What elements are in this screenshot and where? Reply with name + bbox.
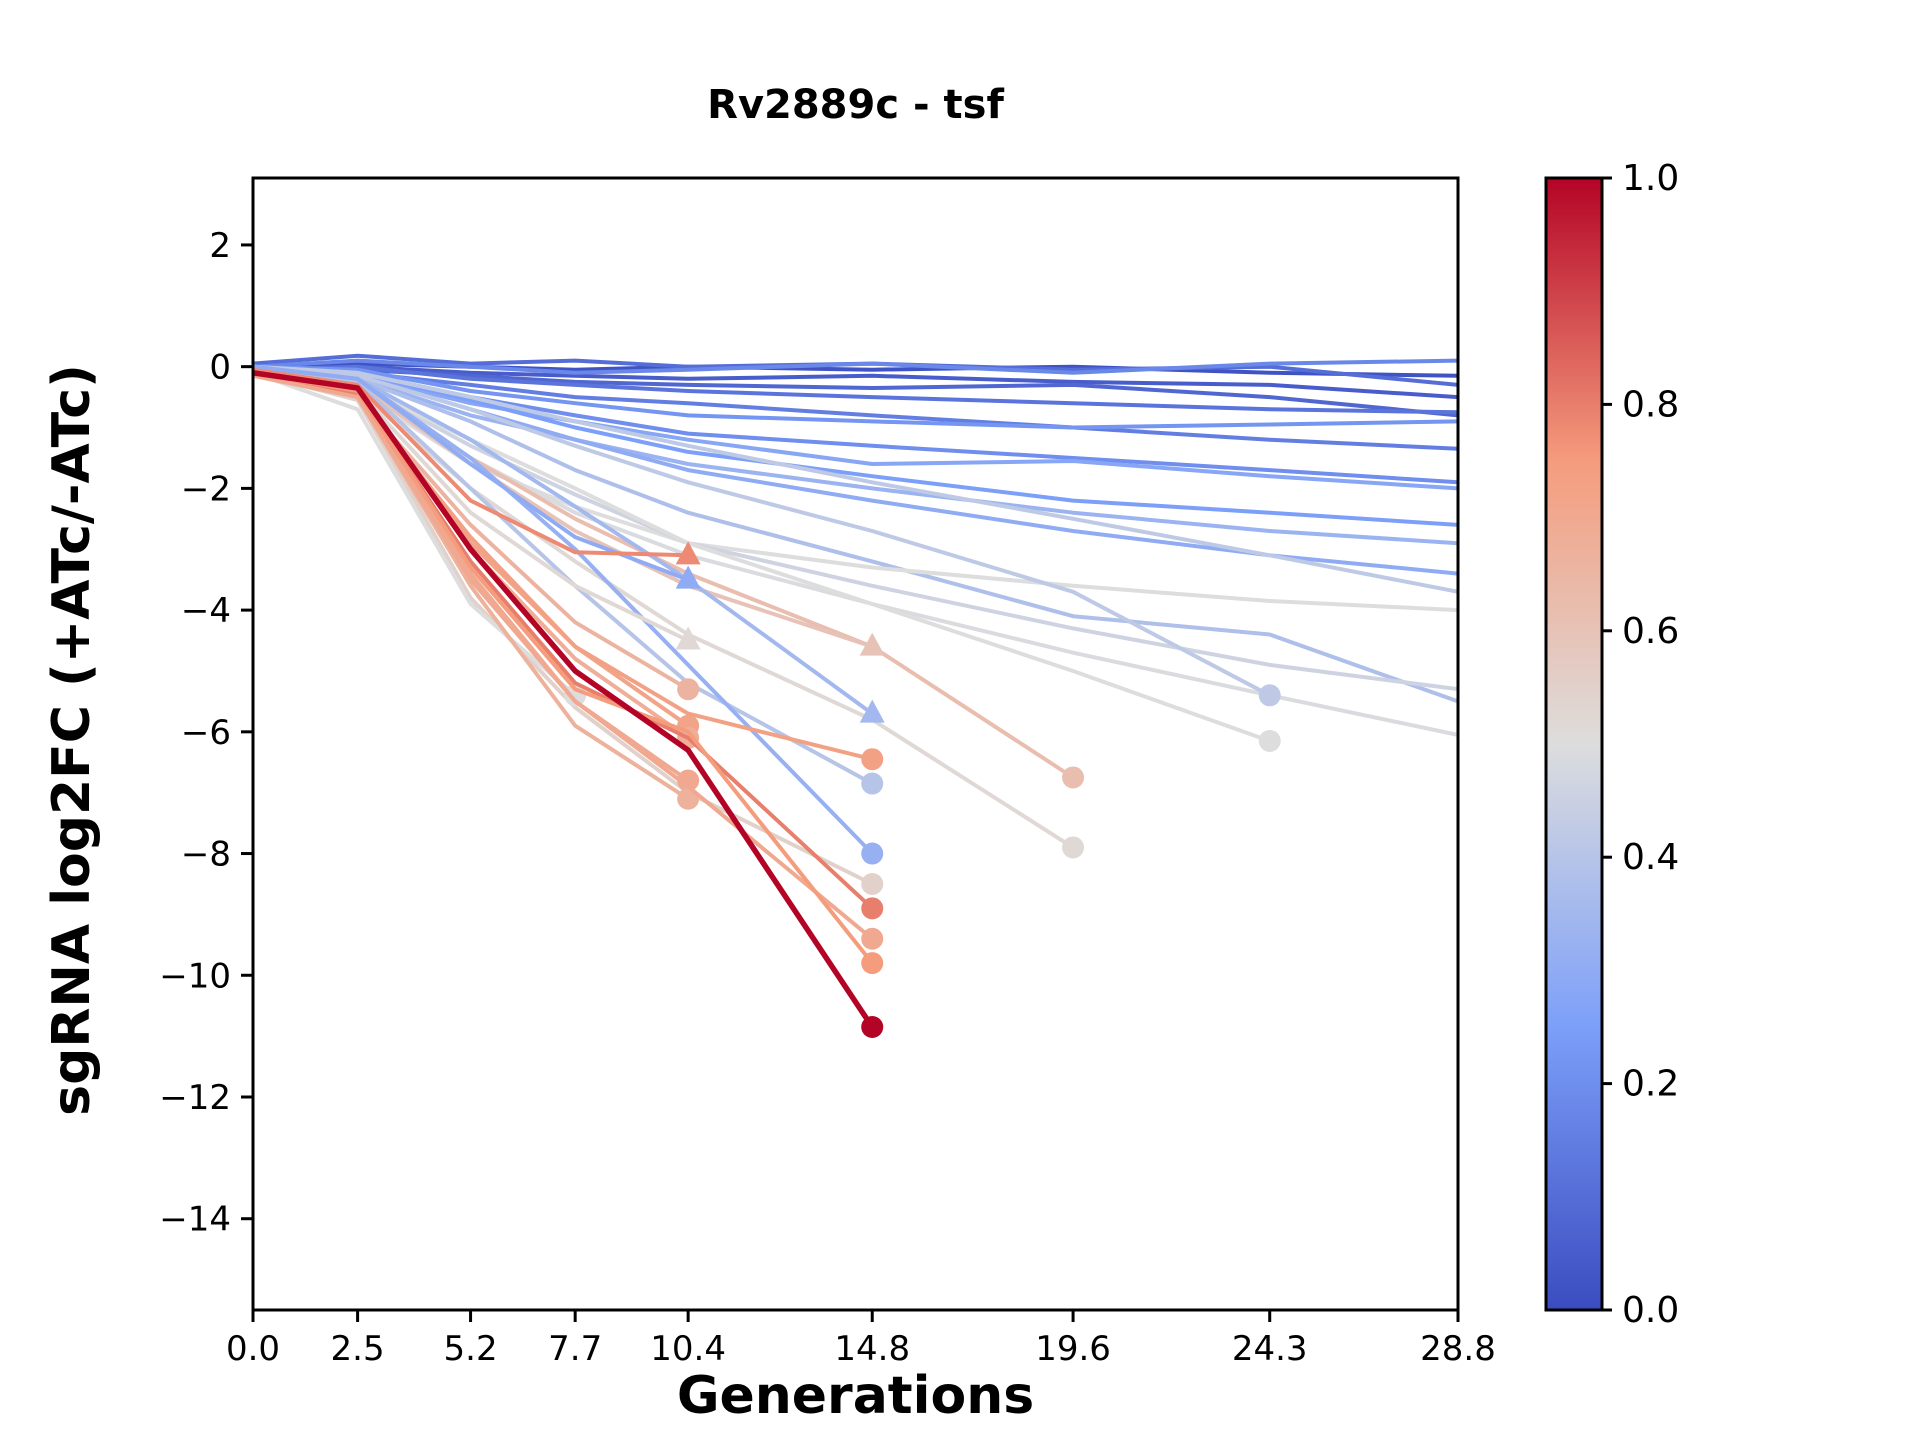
colorbar-tick-label: 0.0	[1622, 1290, 1679, 1331]
endpoint-triangle-marker	[859, 699, 885, 723]
series-line	[253, 364, 1272, 698]
x-tick-label: 24.3	[1232, 1329, 1308, 1369]
endpoint-circle-marker	[677, 678, 700, 701]
colorbar-tick-label: 0.2	[1622, 1064, 1679, 1105]
y-tick-label: −10	[159, 956, 231, 996]
series-line	[253, 364, 875, 786]
endpoint-circle-marker	[861, 872, 884, 895]
endpoint-circle-marker	[861, 772, 884, 795]
series-line	[253, 370, 875, 886]
colorbar-tick-label: 1.0	[1622, 158, 1679, 199]
x-tick-label: 10.4	[650, 1329, 726, 1369]
series-group	[253, 353, 1458, 1038]
y-tick-label: −14	[159, 1200, 231, 1240]
series-line	[253, 358, 1458, 375]
colorbar-gradient	[1546, 178, 1602, 1310]
series-line	[253, 364, 1458, 594]
y-tick-label: −12	[159, 1078, 231, 1118]
endpoint-triangle-marker	[675, 626, 701, 650]
series-line	[253, 364, 1458, 430]
x-tick-label: 2.5	[331, 1329, 385, 1369]
endpoint-circle-marker	[1258, 684, 1281, 707]
endpoint-triangle-marker	[675, 565, 701, 589]
x-tick-label: 28.8	[1420, 1329, 1496, 1369]
y-tick-label: −6	[181, 713, 231, 753]
colorbar-tick-label: 0.6	[1622, 611, 1679, 652]
endpoint-circle-marker	[1062, 766, 1085, 789]
endpoint-circle-marker	[861, 842, 884, 865]
series-line	[253, 364, 1458, 415]
y-tick-label: −2	[181, 469, 231, 509]
x-tick-label: 14.8	[834, 1329, 910, 1369]
endpoint-circle-marker	[861, 952, 884, 975]
series-line	[253, 364, 1458, 704]
series-line	[253, 370, 875, 1030]
endpoint-circle-marker	[677, 769, 700, 792]
endpoint-circle-marker	[861, 1016, 884, 1038]
colorbar-tick-label: 0.4	[1622, 837, 1679, 878]
endpoint-circle-marker	[861, 748, 884, 771]
endpoint-circle-marker	[861, 927, 884, 950]
endpoint-circle-marker	[861, 897, 884, 920]
y-tick-label: 2	[209, 226, 231, 266]
x-tick-label: 7.7	[548, 1329, 602, 1369]
endpoint-triangle-marker	[859, 632, 885, 656]
y-tick-label: −8	[181, 835, 231, 875]
x-axis-label: Generations	[676, 1366, 1035, 1426]
axes-spines	[251, 176, 1460, 1312]
chart-title: Rv2889c - tsf	[707, 82, 1004, 128]
y-tick-label: 0	[209, 348, 231, 388]
endpoint-circle-marker	[1062, 836, 1085, 859]
endpoint-triangle-marker	[675, 541, 701, 565]
endpoint-circle-marker	[1258, 729, 1281, 752]
x-tick-label: 5.2	[444, 1329, 498, 1369]
x-tick-label: 19.6	[1035, 1329, 1111, 1369]
series-line	[253, 370, 875, 911]
colorbar-tick-label: 0.8	[1622, 384, 1679, 425]
colorbar-outline	[1544, 176, 1604, 1312]
series-line	[253, 367, 691, 558]
y-tick-label: −4	[181, 591, 231, 631]
series-line	[253, 370, 578, 698]
series-line	[253, 373, 875, 941]
x-tick-label: 0.0	[226, 1329, 280, 1369]
